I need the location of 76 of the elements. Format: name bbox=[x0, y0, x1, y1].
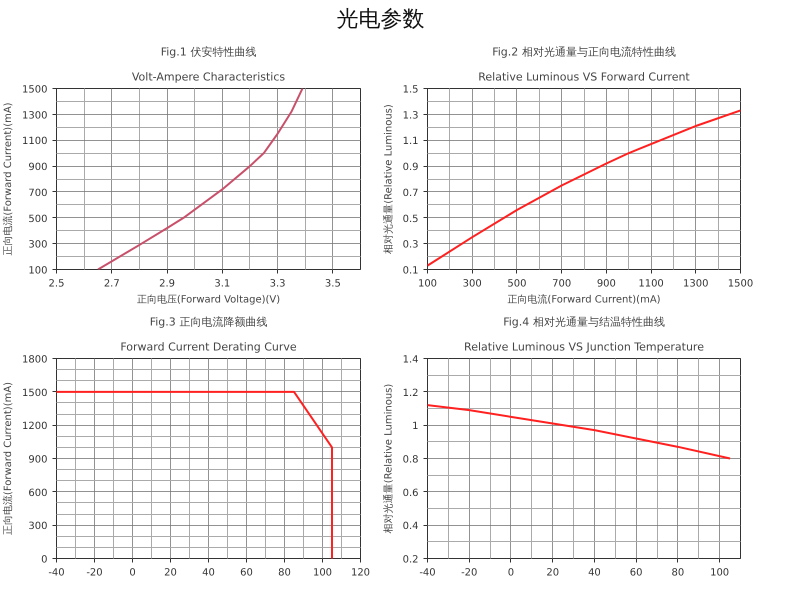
x-tick-label: 1300 bbox=[683, 278, 709, 290]
y-axis-title: 正向电流(Forward Current)(mA) bbox=[2, 382, 14, 536]
x-tick-label: 40 bbox=[588, 568, 601, 578]
chart-subtitle: Relative Luminous VS Forward Current bbox=[478, 70, 690, 84]
y-tick-label: 0.8 bbox=[402, 454, 419, 466]
x-tick-label: 60 bbox=[240, 568, 253, 578]
y-tick-label: 1.4 bbox=[402, 354, 419, 366]
y-tick-label: 1300 bbox=[22, 110, 48, 122]
x-tick-label: 80 bbox=[672, 568, 684, 578]
y-tick-label: 0.1 bbox=[402, 266, 419, 276]
chart-title: Fig.1 伏安特性曲线 bbox=[160, 46, 256, 58]
y-tick-label: 1500 bbox=[22, 388, 48, 399]
y-tick-label: 0 bbox=[41, 554, 48, 566]
y-tick-label: 600 bbox=[28, 488, 48, 499]
x-tick-label: -20 bbox=[461, 568, 478, 578]
x-tick-label: 900 bbox=[596, 278, 616, 290]
chart-subtitle: Forward Current Derating Curve bbox=[120, 340, 297, 354]
y-tick-label: 1800 bbox=[22, 354, 48, 366]
x-tick-label: 100 bbox=[710, 568, 730, 578]
x-tick-label: 2.5 bbox=[48, 278, 64, 290]
chart-title: Fig.3 正向电流降额曲线 bbox=[150, 316, 268, 328]
y-tick-label: 1500 bbox=[22, 84, 48, 96]
y-tick-label: 1 bbox=[412, 421, 419, 432]
x-tick-label: 100 bbox=[312, 568, 332, 578]
x-tick-label: -40 bbox=[48, 568, 65, 578]
y-tick-label: 300 bbox=[28, 240, 48, 251]
y-tick-label: 100 bbox=[28, 266, 48, 276]
x-tick-label: 0 bbox=[129, 568, 136, 578]
y-axis-title: 正向电流(Forward Current)(mA) bbox=[2, 102, 14, 256]
x-tick-label: -40 bbox=[419, 568, 436, 578]
y-axis-title: 相对光通量(Relative Luminous) bbox=[382, 384, 395, 534]
chart-subtitle: Volt-Ampere Characteristics bbox=[132, 70, 286, 84]
y-tick-label: 700 bbox=[28, 188, 48, 199]
y-tick-label: 0.2 bbox=[402, 554, 419, 566]
x-tick-label: 500 bbox=[507, 278, 526, 290]
text: 光电参数 bbox=[336, 7, 424, 32]
y-tick-label: 300 bbox=[28, 521, 48, 532]
y-axis-title: 相对光通量(Relative Luminous) bbox=[382, 104, 395, 254]
y-tick-label: 0.7 bbox=[402, 188, 419, 199]
y-tick-label: 0.3 bbox=[402, 240, 419, 251]
y-tick-label: 1.2 bbox=[402, 388, 419, 399]
y-tick-label: 0.9 bbox=[402, 162, 419, 174]
y-tick-label: 0.6 bbox=[402, 488, 419, 499]
x-tick-label: 3.5 bbox=[324, 278, 341, 290]
x-tick-label: 700 bbox=[552, 278, 572, 290]
y-tick-label: 1200 bbox=[22, 421, 48, 432]
y-tick-label: 0.5 bbox=[402, 214, 419, 225]
y-tick-label: 900 bbox=[28, 162, 48, 174]
x-tick-label: 60 bbox=[630, 568, 643, 578]
y-tick-label: 0.4 bbox=[402, 521, 419, 532]
x-axis-title: 正向电流(Forward Current)(mA) bbox=[507, 294, 661, 306]
x-tick-label: 2.7 bbox=[104, 278, 120, 290]
x-tick-label: 2.9 bbox=[159, 278, 175, 290]
x-tick-label: 40 bbox=[202, 568, 215, 578]
y-tick-label: 1100 bbox=[22, 136, 48, 148]
x-axis-title: 正向电压(Forward Voltage)(V) bbox=[136, 294, 280, 306]
y-tick-label: 500 bbox=[28, 214, 48, 225]
x-tick-label: 20 bbox=[546, 568, 560, 578]
x-tick-label: 120 bbox=[350, 568, 370, 578]
chart-subtitle: Relative Luminous VS Junction Temperature bbox=[464, 340, 704, 354]
x-tick-label: -20 bbox=[86, 568, 103, 578]
x-tick-label: 3.3 bbox=[270, 278, 286, 290]
x-tick-label: 80 bbox=[278, 568, 291, 578]
chart-title: Fig.2 相对光通量与正向电流特性曲线 bbox=[492, 46, 676, 58]
y-tick-label: 900 bbox=[28, 454, 48, 466]
x-tick-label: 1500 bbox=[728, 278, 754, 290]
x-tick-label: 100 bbox=[418, 278, 438, 290]
x-tick-label: 1100 bbox=[638, 278, 664, 290]
y-tick-label: 1.5 bbox=[402, 84, 419, 96]
x-tick-label: 20 bbox=[164, 568, 177, 578]
y-tick-label: 1.1 bbox=[402, 136, 419, 148]
x-tick-label: 300 bbox=[462, 278, 482, 290]
x-tick-label: 0 bbox=[508, 568, 514, 578]
chart-title: Fig.4 相对光通量与结温特性曲线 bbox=[503, 316, 665, 328]
x-tick-label: 3.1 bbox=[214, 278, 230, 290]
y-tick-label: 1.3 bbox=[402, 110, 419, 122]
